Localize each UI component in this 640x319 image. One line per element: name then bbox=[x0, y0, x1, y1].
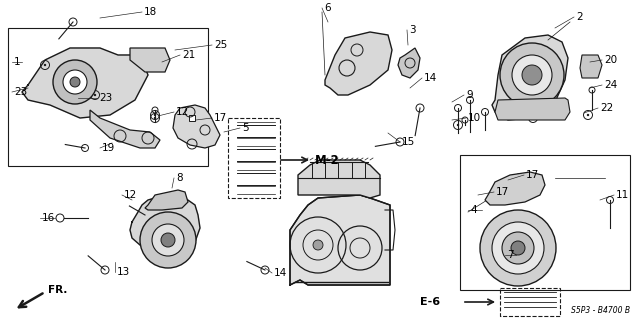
Circle shape bbox=[480, 210, 556, 286]
Polygon shape bbox=[492, 35, 568, 120]
Polygon shape bbox=[130, 195, 200, 258]
Text: FR.: FR. bbox=[48, 285, 67, 295]
Text: E-6: E-6 bbox=[420, 297, 440, 307]
Circle shape bbox=[502, 232, 534, 264]
Circle shape bbox=[511, 241, 525, 255]
Text: 9: 9 bbox=[466, 90, 472, 100]
Polygon shape bbox=[290, 195, 390, 285]
Polygon shape bbox=[130, 48, 170, 72]
Text: S5P3 - B4700 B: S5P3 - B4700 B bbox=[571, 306, 630, 315]
Circle shape bbox=[519, 177, 521, 179]
Polygon shape bbox=[22, 48, 148, 118]
Text: 14: 14 bbox=[274, 268, 287, 278]
Text: 21: 21 bbox=[182, 50, 195, 60]
Circle shape bbox=[70, 77, 80, 87]
Circle shape bbox=[587, 114, 589, 116]
Circle shape bbox=[154, 117, 156, 119]
Text: 3: 3 bbox=[409, 25, 415, 35]
Text: 20: 20 bbox=[604, 55, 617, 65]
Text: 10: 10 bbox=[468, 113, 481, 123]
Text: 13: 13 bbox=[117, 267, 131, 277]
Polygon shape bbox=[298, 160, 380, 198]
Circle shape bbox=[152, 224, 184, 256]
Text: 23: 23 bbox=[99, 93, 112, 103]
Circle shape bbox=[44, 64, 46, 66]
Text: 15: 15 bbox=[402, 137, 415, 147]
Circle shape bbox=[497, 191, 499, 193]
Polygon shape bbox=[189, 115, 195, 121]
Circle shape bbox=[161, 233, 175, 247]
Text: 19: 19 bbox=[102, 143, 115, 153]
Circle shape bbox=[512, 55, 552, 95]
Circle shape bbox=[53, 60, 97, 104]
Bar bbox=[8, 28, 208, 166]
Circle shape bbox=[140, 212, 196, 268]
Text: 12: 12 bbox=[124, 190, 137, 200]
Circle shape bbox=[313, 240, 323, 250]
Circle shape bbox=[522, 65, 542, 85]
Text: 12: 12 bbox=[176, 107, 189, 117]
Text: 1: 1 bbox=[14, 57, 20, 67]
Text: 14: 14 bbox=[424, 73, 437, 83]
Text: M-2: M-2 bbox=[315, 153, 340, 167]
Circle shape bbox=[500, 43, 564, 107]
Polygon shape bbox=[485, 172, 545, 205]
Polygon shape bbox=[398, 48, 420, 78]
Polygon shape bbox=[145, 190, 188, 210]
Text: 4: 4 bbox=[470, 205, 477, 215]
Text: 23: 23 bbox=[14, 87, 28, 97]
Polygon shape bbox=[325, 32, 392, 95]
Text: 6: 6 bbox=[324, 3, 331, 13]
Circle shape bbox=[154, 114, 156, 116]
Text: 16: 16 bbox=[42, 213, 55, 223]
Text: 18: 18 bbox=[144, 7, 157, 17]
Text: 17: 17 bbox=[214, 113, 227, 123]
Circle shape bbox=[149, 204, 151, 206]
Text: 22: 22 bbox=[600, 103, 613, 113]
Polygon shape bbox=[173, 105, 220, 148]
Text: 17: 17 bbox=[496, 187, 509, 197]
Circle shape bbox=[492, 222, 544, 274]
Circle shape bbox=[94, 94, 96, 96]
Text: 24: 24 bbox=[604, 80, 617, 90]
Polygon shape bbox=[495, 98, 570, 120]
Circle shape bbox=[457, 124, 460, 126]
Text: 25: 25 bbox=[214, 40, 227, 50]
Polygon shape bbox=[90, 110, 160, 148]
Bar bbox=[460, 155, 630, 290]
Text: 17: 17 bbox=[526, 170, 540, 180]
Text: 2: 2 bbox=[576, 12, 582, 22]
Bar bbox=[228, 118, 280, 198]
Circle shape bbox=[63, 70, 87, 94]
Text: 11: 11 bbox=[616, 190, 629, 200]
Text: 8: 8 bbox=[176, 173, 182, 183]
Text: 7: 7 bbox=[507, 250, 514, 260]
Text: 5: 5 bbox=[242, 123, 248, 133]
Circle shape bbox=[532, 117, 534, 119]
Polygon shape bbox=[580, 55, 602, 78]
Bar bbox=[500, 288, 560, 316]
